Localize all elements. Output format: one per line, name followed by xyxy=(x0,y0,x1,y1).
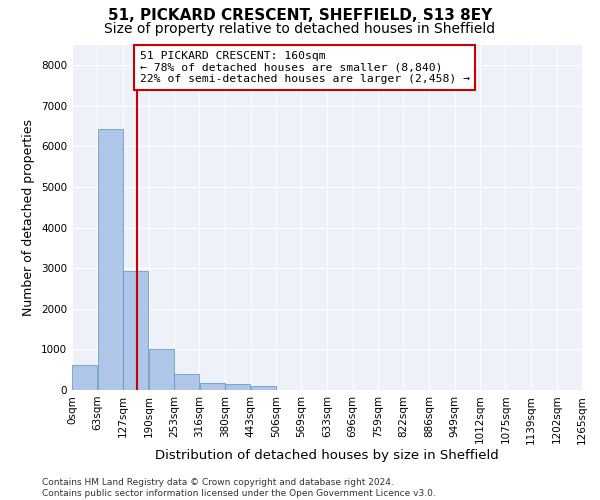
Bar xyxy=(251,386,276,390)
Bar xyxy=(124,272,148,390)
Bar xyxy=(226,384,250,390)
Text: Contains HM Land Registry data © Crown copyright and database right 2024.
Contai: Contains HM Land Registry data © Crown c… xyxy=(42,478,436,498)
Bar xyxy=(174,374,199,390)
Bar xyxy=(200,383,225,390)
Bar xyxy=(72,365,97,390)
Bar xyxy=(149,350,174,390)
Y-axis label: Number of detached properties: Number of detached properties xyxy=(22,119,35,316)
Text: 51, PICKARD CRESCENT, SHEFFIELD, S13 8EY: 51, PICKARD CRESCENT, SHEFFIELD, S13 8EY xyxy=(108,8,492,22)
Text: Size of property relative to detached houses in Sheffield: Size of property relative to detached ho… xyxy=(104,22,496,36)
Bar xyxy=(98,129,123,390)
X-axis label: Distribution of detached houses by size in Sheffield: Distribution of detached houses by size … xyxy=(155,449,499,462)
Text: 51 PICKARD CRESCENT: 160sqm
← 78% of detached houses are smaller (8,840)
22% of : 51 PICKARD CRESCENT: 160sqm ← 78% of det… xyxy=(140,51,470,84)
